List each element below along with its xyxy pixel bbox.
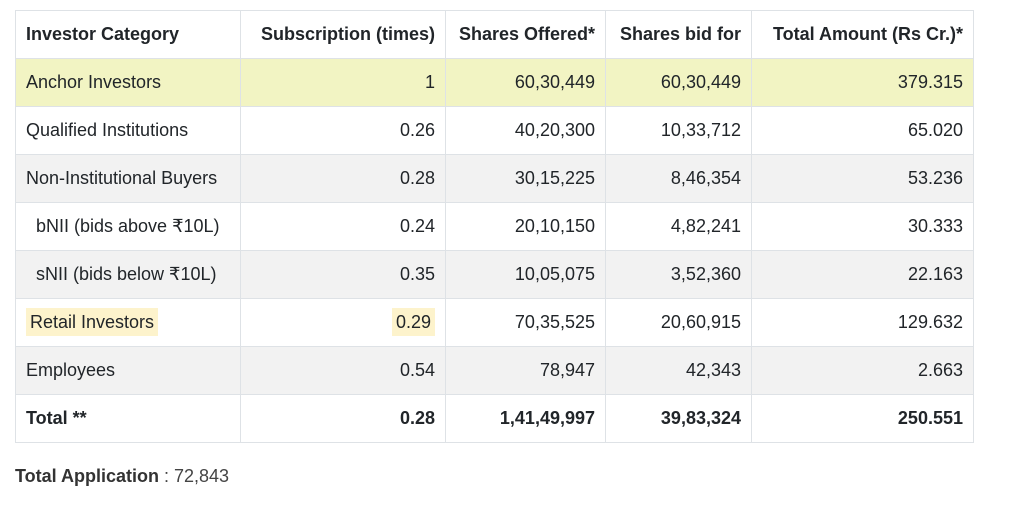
header-subscription: Subscription (times) [240, 10, 446, 59]
total-application-separator: : [159, 466, 175, 486]
cell-subscription: 0.24 [240, 202, 446, 251]
total-application: Total Application : 72,843 [15, 466, 229, 487]
table-row: Retail Investors 0.29 70,35,525 20,60,91… [15, 298, 974, 347]
cell-category: Anchor Investors [15, 58, 241, 107]
cell-offered: 10,05,075 [445, 250, 606, 299]
cell-bid: 42,343 [605, 346, 752, 395]
cell-subscription: 0.29 [240, 298, 446, 347]
header-total-amount: Total Amount (Rs Cr.)* [751, 10, 974, 59]
cell-offered: 20,10,150 [445, 202, 606, 251]
cell-amount: 129.632 [751, 298, 974, 347]
cell-offered: 40,20,300 [445, 106, 606, 155]
table-row: bNII (bids above ₹10L) 0.24 20,10,150 4,… [15, 202, 974, 251]
cell-subscription: 0.35 [240, 250, 446, 299]
subscription-table: Investor Category Subscription (times) S… [15, 10, 974, 443]
cell-bid: 10,33,712 [605, 106, 752, 155]
cell-offered: 1,41,49,997 [445, 394, 606, 443]
cell-subscription: 0.28 [240, 394, 446, 443]
cell-offered: 30,15,225 [445, 154, 606, 203]
cell-bid: 20,60,915 [605, 298, 752, 347]
cell-category: Employees [15, 346, 241, 395]
retail-subscription-highlight: 0.29 [391, 308, 435, 336]
cell-amount: 250.551 [751, 394, 974, 443]
table-total-row: Total ** 0.28 1,41,49,997 39,83,324 250.… [15, 394, 974, 443]
cell-bid: 60,30,449 [605, 58, 752, 107]
table-row: Anchor Investors 1 60,30,449 60,30,449 3… [15, 58, 974, 107]
cell-bid: 39,83,324 [605, 394, 752, 443]
table-row: sNII (bids below ₹10L) 0.35 10,05,075 3,… [15, 250, 974, 299]
cell-amount: 65.020 [751, 106, 974, 155]
cell-amount: 379.315 [751, 58, 974, 107]
cell-offered: 60,30,449 [445, 58, 606, 107]
cell-subscription: 1 [240, 58, 446, 107]
cell-category: bNII (bids above ₹10L) [15, 202, 241, 251]
cell-offered: 78,947 [445, 346, 606, 395]
cell-subscription: 0.28 [240, 154, 446, 203]
table-row: Non-Institutional Buyers 0.28 30,15,225 … [15, 154, 974, 203]
table-header-row: Investor Category Subscription (times) S… [15, 10, 974, 59]
cell-category: Retail Investors [15, 298, 241, 347]
cell-bid: 8,46,354 [605, 154, 752, 203]
cell-category: Total ** [15, 394, 241, 443]
cell-subscription: 0.26 [240, 106, 446, 155]
cell-bid: 4,82,241 [605, 202, 752, 251]
cell-amount: 53.236 [751, 154, 974, 203]
cell-category: Qualified Institutions [15, 106, 241, 155]
cell-amount: 30.333 [751, 202, 974, 251]
table-row: Employees 0.54 78,947 42,343 2.663 [15, 346, 974, 395]
cell-category: Non-Institutional Buyers [15, 154, 241, 203]
subscription-table-container: Investor Category Subscription (times) S… [15, 10, 974, 443]
cell-offered: 70,35,525 [445, 298, 606, 347]
cell-amount: 2.663 [751, 346, 974, 395]
header-investor-category: Investor Category [15, 10, 241, 59]
total-application-label: Total Application [15, 466, 159, 486]
header-shares-bid: Shares bid for [605, 10, 752, 59]
cell-amount: 22.163 [751, 250, 974, 299]
table-row: Qualified Institutions 0.26 40,20,300 10… [15, 106, 974, 155]
total-application-value: 72,843 [174, 466, 230, 486]
header-shares-offered: Shares Offered* [445, 10, 606, 59]
cell-category: sNII (bids below ₹10L) [15, 250, 241, 299]
retail-category-highlight: Retail Investors [26, 308, 159, 336]
cell-bid: 3,52,360 [605, 250, 752, 299]
cell-subscription: 0.54 [240, 346, 446, 395]
